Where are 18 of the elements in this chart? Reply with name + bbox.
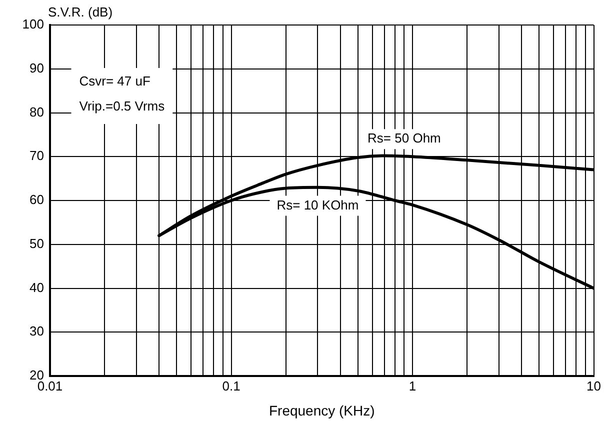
series-label: Rs= 10 KOhm [276,197,359,212]
y-tick-label: 50 [30,236,44,251]
y-tick-label: 70 [30,148,44,164]
annotation: Csvr= 47 uF [79,74,150,89]
y-tick-label: 80 [30,104,44,120]
annotation: Vrip.=0.5 Vrms [79,98,166,114]
y-tick-label: 20 [30,368,44,383]
x-axis-title: Frequency (KHz) [268,402,375,418]
y-tick-label: 30 [30,324,44,339]
y-axis-title: S.V.R. (dB) [48,4,113,20]
x-tick-label: 0.1 [222,378,240,394]
y-tick-label: 60 [30,192,44,208]
series-label: Rs= 50 Ohm [368,130,441,146]
y-tick-label: 100 [22,16,44,32]
x-tick-label: 1 [408,378,416,394]
y-tick-label: 40 [30,280,44,295]
x-tick-label: 10 [586,378,602,394]
y-tick-label: 90 [30,60,44,76]
